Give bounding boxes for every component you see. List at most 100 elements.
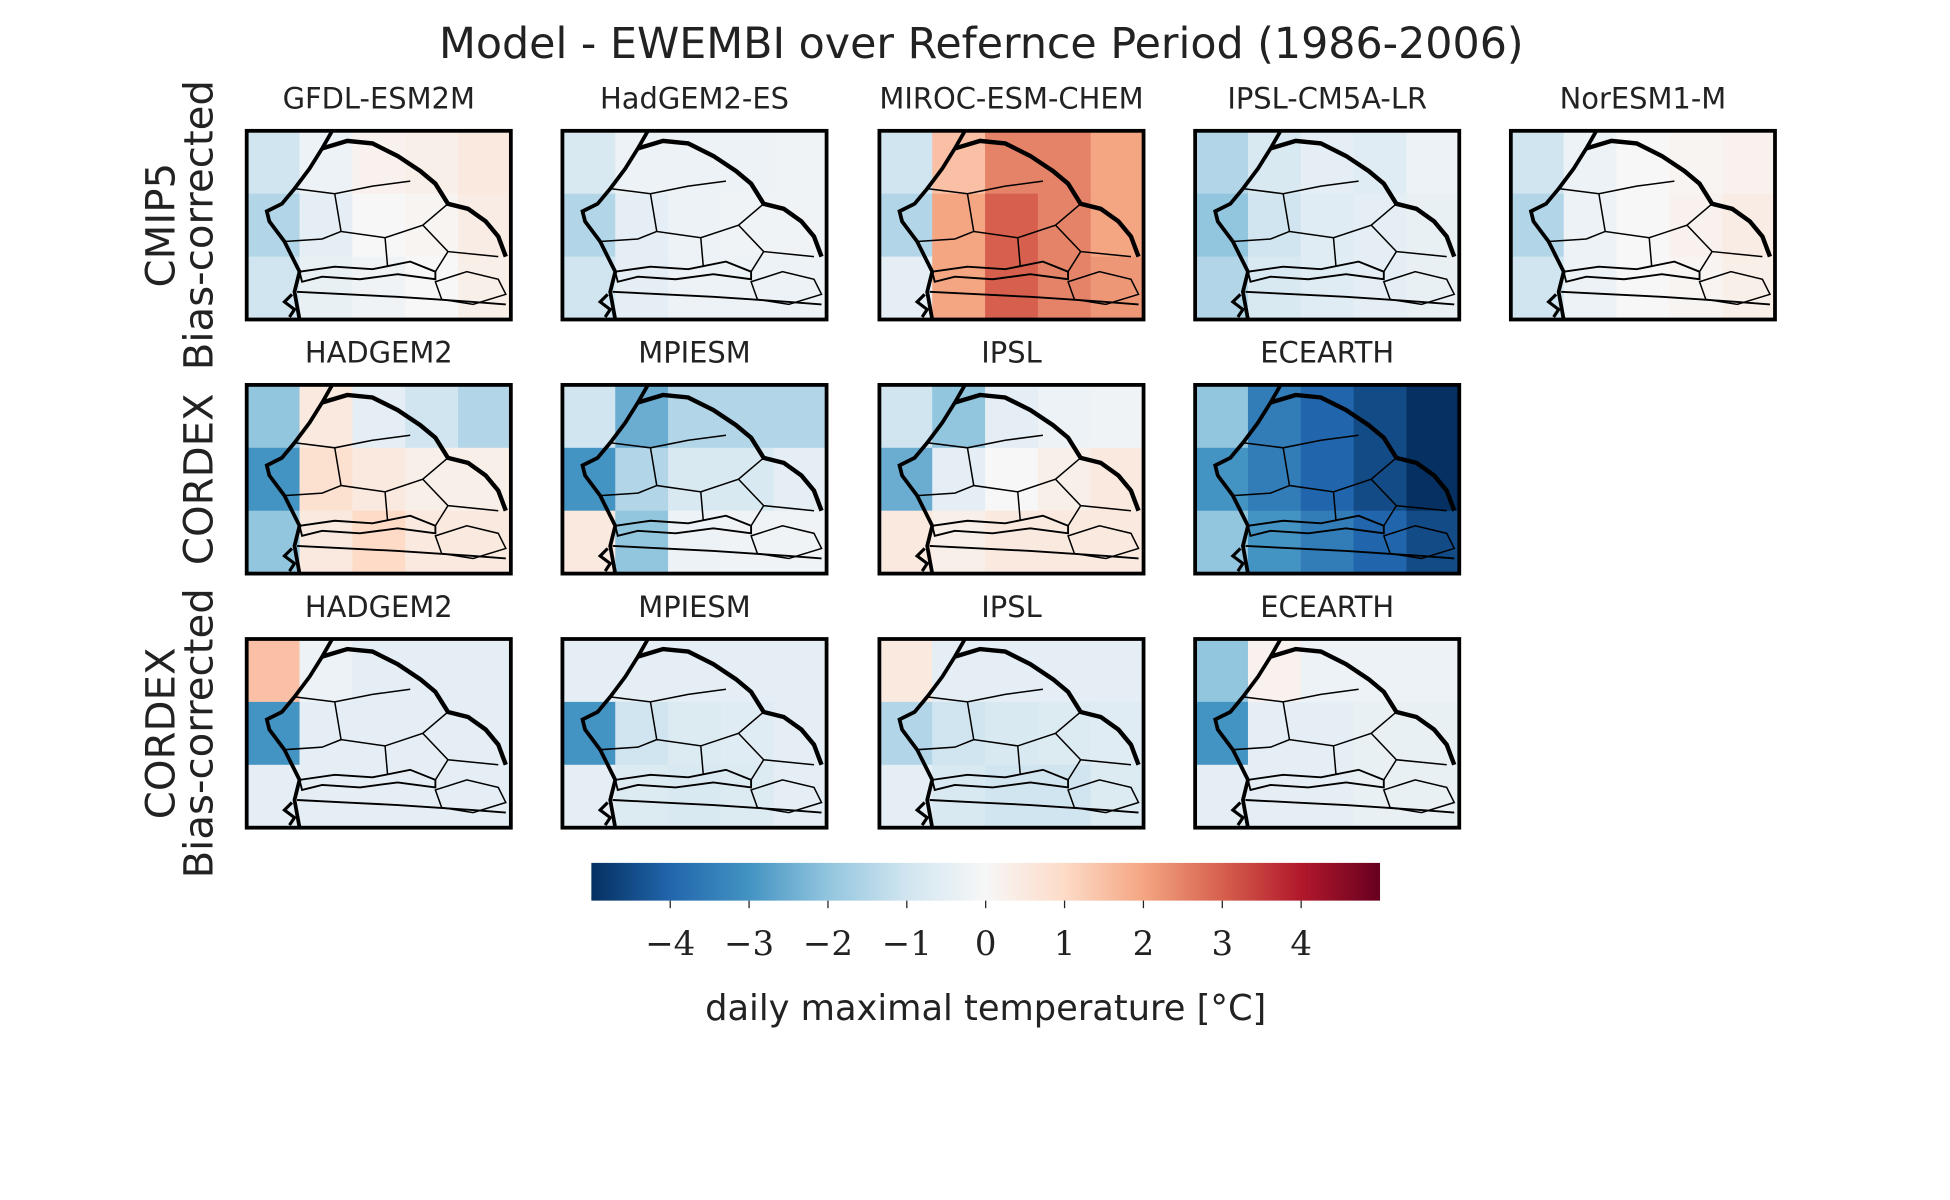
heat-cell — [1037, 510, 1092, 575]
heat-cell — [932, 764, 986, 829]
panel-frame — [1508, 128, 1777, 322]
map-panel — [1193, 383, 1462, 576]
heat-cell — [668, 256, 722, 321]
panel-frame — [244, 383, 513, 576]
heat-cell — [1510, 130, 1565, 195]
panel-title: MPIESM — [638, 336, 751, 370]
heat-cell — [562, 384, 616, 449]
heat-cell — [352, 764, 406, 829]
heat-cell — [932, 447, 986, 512]
heat-cell — [1037, 764, 1092, 829]
heat-cell — [352, 447, 406, 512]
heat-cell — [1353, 384, 1408, 449]
heat-cell — [405, 764, 459, 829]
panel-title: HADGEM2 — [305, 590, 453, 624]
colorbar-tick-label: 0 — [975, 924, 997, 964]
heat-cell — [1406, 638, 1460, 703]
heat-cell — [1722, 130, 1776, 195]
colorbar-label: daily maximal temperature [°C] — [705, 988, 1266, 1029]
heat-cell — [1195, 130, 1249, 195]
heat-cell — [985, 764, 1039, 829]
heat-cell — [615, 701, 669, 766]
row-label: Bias-corrected — [176, 80, 222, 370]
heat-cell — [985, 193, 1039, 258]
map-panel — [244, 383, 513, 576]
heat-cell — [562, 510, 616, 575]
map-panel — [560, 383, 829, 576]
heat-cell — [246, 510, 301, 575]
colorbar — [591, 862, 1381, 901]
colorbar-tick-label: −4 — [645, 924, 695, 964]
panel-frame — [560, 383, 829, 576]
heat-cell — [352, 701, 406, 766]
heat-cell — [932, 193, 986, 258]
heat-cell — [1037, 256, 1092, 321]
heat-cell — [246, 638, 301, 703]
heat-cell — [458, 638, 512, 703]
heat-cell — [562, 638, 616, 703]
heat-cell — [615, 510, 669, 575]
heat-cell — [1406, 384, 1460, 449]
heat-cell — [1195, 510, 1249, 575]
heat-cell — [405, 384, 459, 449]
panel-title: HadGEM2-ES — [600, 82, 789, 116]
heat-cell — [352, 510, 406, 575]
heat-cell — [932, 256, 986, 321]
panel-frame — [560, 637, 829, 830]
row-label: CORDEX — [176, 393, 222, 565]
heat-cell — [1247, 256, 1302, 321]
panel-title: IPSL — [981, 590, 1041, 624]
colorbar-tick-label: −2 — [803, 924, 853, 964]
map-panel — [244, 128, 513, 322]
heat-cell — [1247, 764, 1302, 829]
heat-cell — [1037, 638, 1092, 703]
heat-cell — [932, 701, 986, 766]
colorbar-tick-label: −1 — [882, 924, 932, 964]
heat-cell — [299, 510, 353, 575]
heat-cell — [668, 701, 722, 766]
heat-cell — [1247, 447, 1302, 512]
heat-cell — [879, 256, 933, 321]
heat-cell — [1090, 384, 1145, 449]
map-panel — [877, 383, 1146, 576]
heat-cell — [1195, 256, 1249, 321]
colorbar-tick-label: 2 — [1133, 924, 1155, 964]
heat-cell — [352, 256, 406, 321]
heat-cell — [246, 256, 301, 321]
heat-cell — [1563, 256, 1618, 321]
panel-title: NorESM1-M — [1560, 82, 1727, 116]
panel-title: MIROC-ESM-CHEM — [879, 82, 1143, 116]
heat-cell — [985, 701, 1039, 766]
heat-cell — [1247, 701, 1302, 766]
heat-cell — [720, 510, 775, 575]
heat-cell — [299, 764, 353, 829]
heat-cell — [879, 764, 933, 829]
heat-cell — [299, 447, 353, 512]
heat-cell — [299, 701, 353, 766]
panel-frame — [1193, 637, 1462, 830]
panel-title: IPSL — [981, 336, 1041, 370]
heat-cell — [299, 193, 353, 258]
panel-frame — [560, 128, 829, 322]
heat-cell — [668, 447, 722, 512]
heat-cell — [668, 193, 722, 258]
heat-cell — [1669, 130, 1723, 195]
row-label: CORDEX — [139, 647, 185, 819]
heat-cell — [773, 638, 828, 703]
heat-cell — [773, 384, 828, 449]
row-label: CMIP5 — [139, 163, 185, 288]
heat-cell — [720, 256, 775, 321]
heat-cell — [1353, 510, 1408, 575]
heat-cell — [299, 256, 353, 321]
chart-title: Model - EWEMBI over Refernce Period (198… — [439, 19, 1524, 69]
heat-cell — [1616, 193, 1670, 258]
heat-cell — [1090, 638, 1145, 703]
heat-cell — [1406, 130, 1460, 195]
panel-frame — [877, 637, 1146, 830]
colorbar-tick-label: 1 — [1054, 924, 1076, 964]
heat-cell — [985, 256, 1039, 321]
colorbar-tick-label: 4 — [1290, 924, 1312, 964]
panel-frame — [1193, 383, 1462, 576]
heat-cell — [1300, 193, 1355, 258]
